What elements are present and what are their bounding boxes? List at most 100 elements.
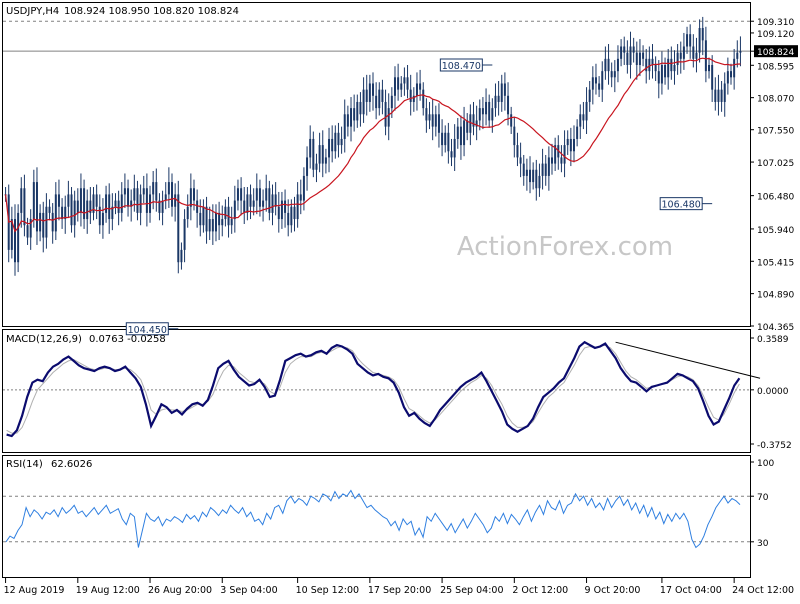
candle-body — [10, 219, 13, 250]
candle-body — [667, 58, 670, 78]
candle-body — [444, 132, 447, 146]
candle-body — [541, 163, 544, 176]
macd-header-title: MACD(12,26,9) — [6, 334, 82, 345]
candle-body — [302, 175, 305, 201]
candle-body — [397, 77, 400, 90]
candle-body — [563, 145, 566, 164]
candle-body — [623, 46, 626, 53]
candle-body — [158, 200, 161, 213]
candle-body — [268, 188, 271, 213]
candle-body — [576, 126, 579, 139]
candle-body — [199, 212, 202, 226]
rsi-panel-frame — [2, 455, 751, 578]
candle-body — [105, 194, 108, 213]
candle-body — [607, 58, 610, 72]
rsi-axis-label: 70 — [757, 493, 769, 503]
candle-body — [409, 89, 412, 102]
candle-body — [419, 83, 422, 90]
moving-average-line — [5, 57, 741, 233]
candle-body — [613, 71, 616, 78]
candle-body — [739, 51, 742, 53]
candle-body — [218, 212, 221, 226]
candle-body — [510, 114, 513, 127]
time-axis-label: 9 Oct 20:00 — [585, 585, 641, 596]
candle-body — [648, 58, 651, 72]
candle-body — [532, 169, 535, 183]
candle-body — [588, 89, 591, 102]
price-axis-label: 107.550 — [757, 127, 794, 137]
macd-axis-label: 0.0000 — [757, 387, 789, 397]
candle-body — [412, 95, 415, 102]
candle-body — [635, 52, 638, 65]
candle-body — [328, 138, 331, 158]
candle-body — [167, 182, 170, 195]
candle-body — [42, 212, 45, 238]
candle-body — [657, 71, 660, 84]
candle-body — [538, 175, 541, 189]
candle-body — [136, 188, 139, 213]
candle-body — [384, 101, 387, 127]
candle-body — [673, 64, 676, 72]
candle-body — [654, 64, 657, 72]
candle-body — [711, 64, 714, 90]
candle-body — [692, 46, 695, 59]
candle-body — [35, 182, 38, 232]
candle-body — [189, 188, 192, 207]
candle-body — [642, 52, 645, 59]
candle-body — [255, 188, 258, 201]
candle-body — [422, 89, 425, 109]
candle-body — [243, 200, 246, 213]
candle-body — [714, 89, 717, 102]
candle-body — [309, 138, 312, 158]
candle-body — [569, 138, 572, 152]
candle-body — [551, 157, 554, 164]
rsi-axis: 100 70 30 — [750, 459, 774, 549]
candle-body — [447, 132, 450, 152]
candle-body — [566, 138, 569, 146]
candle-body — [13, 219, 16, 263]
candle-body — [695, 52, 698, 59]
candle-body — [494, 95, 497, 109]
candle-body — [76, 200, 79, 213]
candle-body — [463, 120, 466, 146]
candle-body — [450, 151, 453, 158]
time-axis: 12 Aug 2019 19 Aug 12:00 26 Aug 20:00 3 Sep… — [4, 578, 794, 596]
macd-axis-label: 0.3589 — [757, 335, 789, 345]
candle-body — [236, 188, 239, 201]
price-axis-label: 104.365 — [757, 323, 794, 333]
candle-body — [89, 200, 92, 213]
candle-body — [516, 145, 519, 158]
candle-body — [152, 182, 155, 195]
candle-body — [145, 188, 148, 213]
candle-body — [698, 28, 701, 53]
rsi-line — [5, 489, 741, 549]
candle-body — [48, 206, 51, 213]
candle-body — [95, 194, 98, 207]
price-axis-label: 106.480 — [757, 193, 794, 203]
candle-body — [208, 219, 211, 232]
candle-body — [61, 206, 64, 220]
candle-body — [428, 114, 431, 121]
candle-body — [437, 114, 440, 133]
candle-body — [45, 206, 48, 238]
candle-body — [287, 212, 290, 226]
candle-body — [459, 126, 462, 146]
macd-trendline — [615, 341, 761, 379]
macd-line — [6, 340, 741, 438]
candle-body — [431, 114, 434, 127]
candle-body — [604, 58, 607, 72]
candle-body — [127, 188, 130, 207]
candle-body — [406, 77, 409, 90]
candle-body — [92, 194, 95, 213]
candle-body — [415, 83, 418, 96]
candle-body — [73, 200, 76, 226]
watermark: ActionForex.com — [457, 232, 673, 262]
candle-body — [337, 132, 340, 146]
candle-body — [372, 83, 374, 96]
time-axis-label: 10 Sep 12:00 — [296, 585, 359, 596]
candle-body — [591, 77, 594, 90]
macd-panel-frame — [2, 329, 751, 453]
candle-body — [70, 194, 73, 226]
candle-body — [83, 188, 86, 220]
candle-body — [403, 77, 406, 84]
